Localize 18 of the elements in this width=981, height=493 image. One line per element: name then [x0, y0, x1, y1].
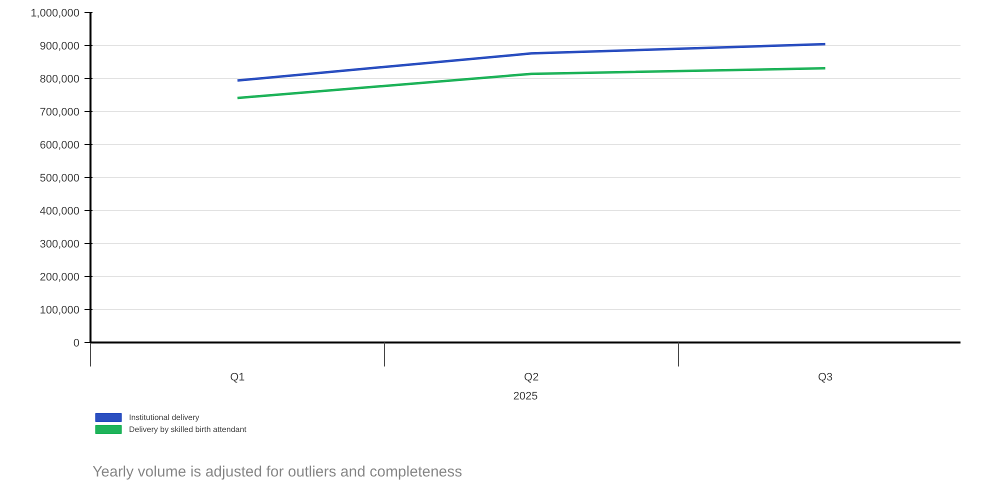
y-tick-label: 300,000 [40, 238, 80, 250]
legend-label: Institutional delivery [129, 412, 200, 422]
y-tick-label: 100,000 [40, 304, 80, 316]
x-tick-label: Q3 [818, 372, 833, 384]
x-axis-title: 2025 [513, 390, 538, 402]
y-tick-label: 500,000 [40, 172, 80, 184]
y-tick-label: 200,000 [40, 272, 80, 284]
y-tick-label: 700,000 [40, 106, 80, 118]
text: Yearly volume is adjusted for outliers and completeness [92, 464, 462, 480]
x-tick-label: Q1 [230, 372, 245, 384]
y-tick-label: 1,000,000 [30, 8, 80, 20]
y-tick-label: 400,000 [40, 206, 80, 218]
y-tick-label: 0 [73, 338, 80, 350]
y-tick-label: 600,000 [40, 140, 80, 152]
y-tick-label: 800,000 [40, 74, 80, 86]
x-tick-label: Q2 [524, 372, 539, 384]
legend-label: Delivery by skilled birth attendant [129, 424, 246, 434]
y-tick-label: 900,000 [40, 40, 80, 52]
